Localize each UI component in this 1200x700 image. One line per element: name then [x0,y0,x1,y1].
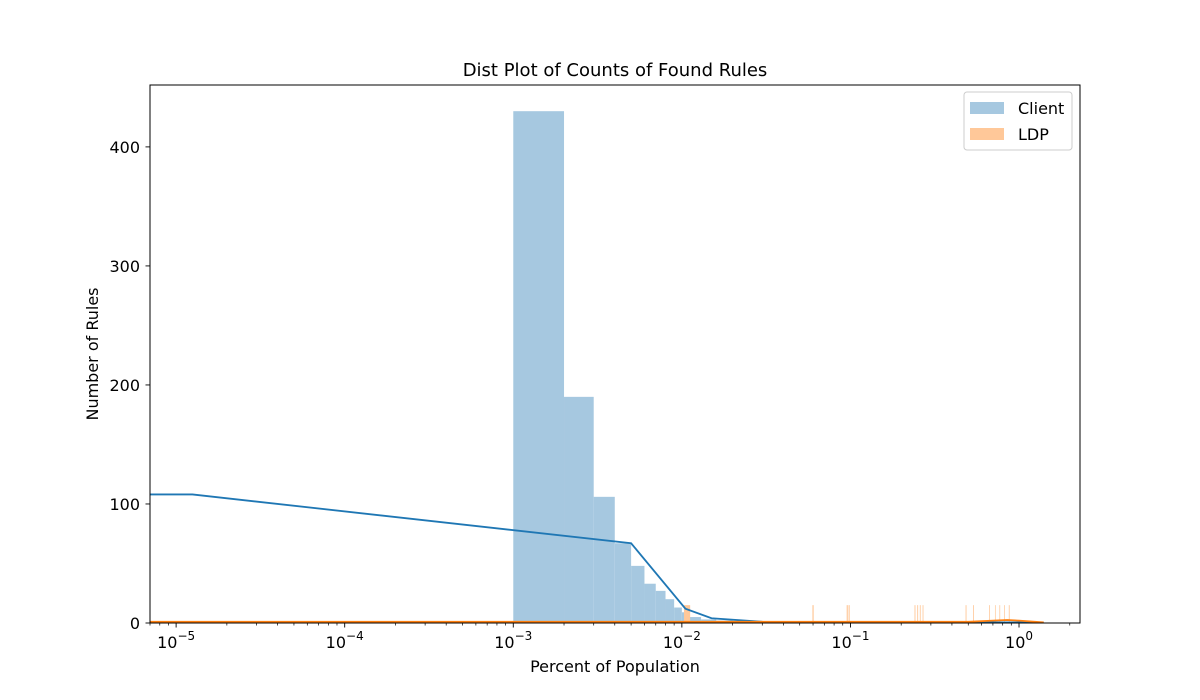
x-tick-label: 10−3 [494,629,532,652]
ldp-bar [965,605,967,623]
ldp-bar [994,605,996,623]
y-tick-label: 0 [130,614,140,633]
client-bar [593,496,615,623]
client-bar [665,599,675,623]
legend: Client LDP [963,91,1073,151]
ldp-bar [917,605,919,623]
ldp-bar [848,605,850,623]
legend-swatch-ldp [970,128,1004,140]
x-axis: 10−5 10−4 10−3 10−2 10−1 100 [149,623,1071,652]
legend-label-ldp: LDP [1018,125,1049,144]
ldp-bar [1004,605,1005,623]
client-bar [564,396,594,623]
x-tick-label: 10−2 [663,629,701,652]
x-tick-label: 10−1 [831,629,869,652]
client-bar [674,607,682,623]
chart-title: Dist Plot of Counts of Found Rules [463,60,768,81]
client-bar [688,617,702,623]
ldp-bar [999,605,1001,623]
ldp-bar [1008,605,1010,623]
ldp-bar [989,605,990,623]
x-tick-label: 100 [1005,629,1033,652]
ldp-bar [846,605,848,623]
legend-swatch-client [970,102,1004,114]
ldp-bar [812,605,814,623]
client-bar [631,565,645,623]
ldp-bar [684,605,691,623]
y-axis-label: Number of Rules [83,287,102,420]
plot-area [150,111,1044,623]
client-bar [644,583,656,623]
y-tick-label: 100 [109,495,140,514]
ldp-kde-line [150,619,1044,623]
x-axis-label: Percent of Population [530,657,700,676]
ldp-bar [922,605,924,623]
legend-label-client: Client [1018,99,1064,118]
y-tick-label: 300 [109,257,140,276]
y-tick-label: 200 [109,376,140,395]
ldp-bar [914,605,916,623]
x-tick-label: 10−4 [326,629,364,652]
client-bar [614,543,632,623]
y-axis: 0 100 200 300 400 [109,138,150,633]
y-tick-label: 400 [109,138,140,157]
x-tick-label: 10−5 [157,629,195,652]
ldp-bar [973,605,974,623]
client-bar [513,111,565,623]
ldp-bar [919,605,921,623]
client-bar [655,590,666,623]
